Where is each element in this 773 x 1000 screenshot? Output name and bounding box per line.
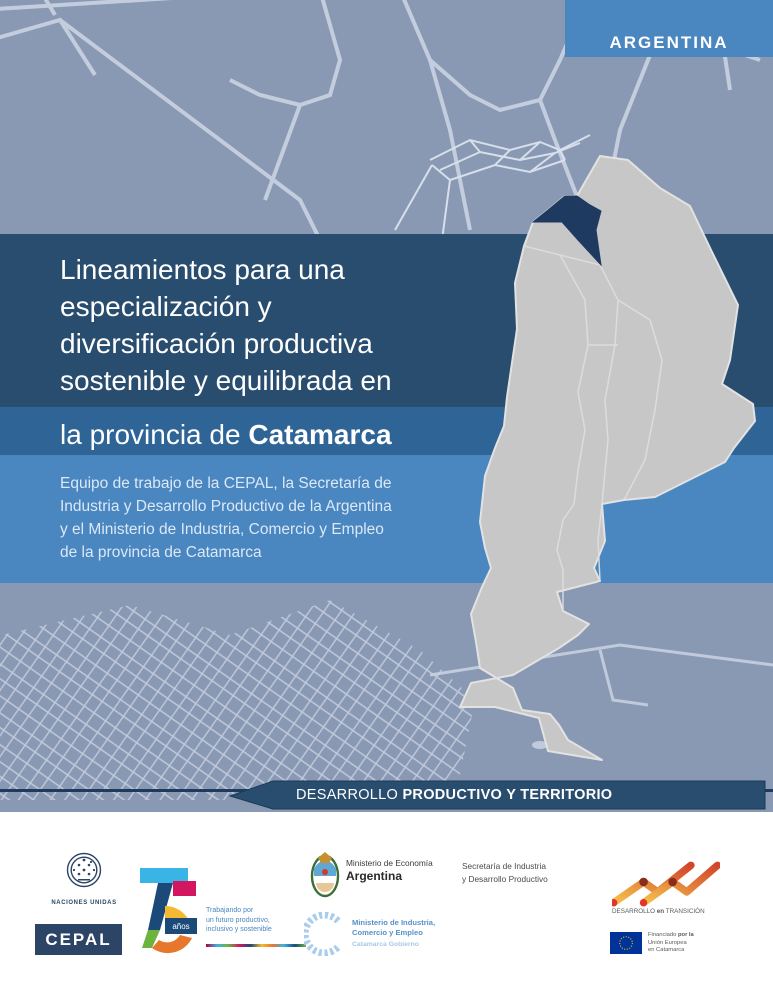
svg-text:años: años bbox=[172, 922, 189, 931]
